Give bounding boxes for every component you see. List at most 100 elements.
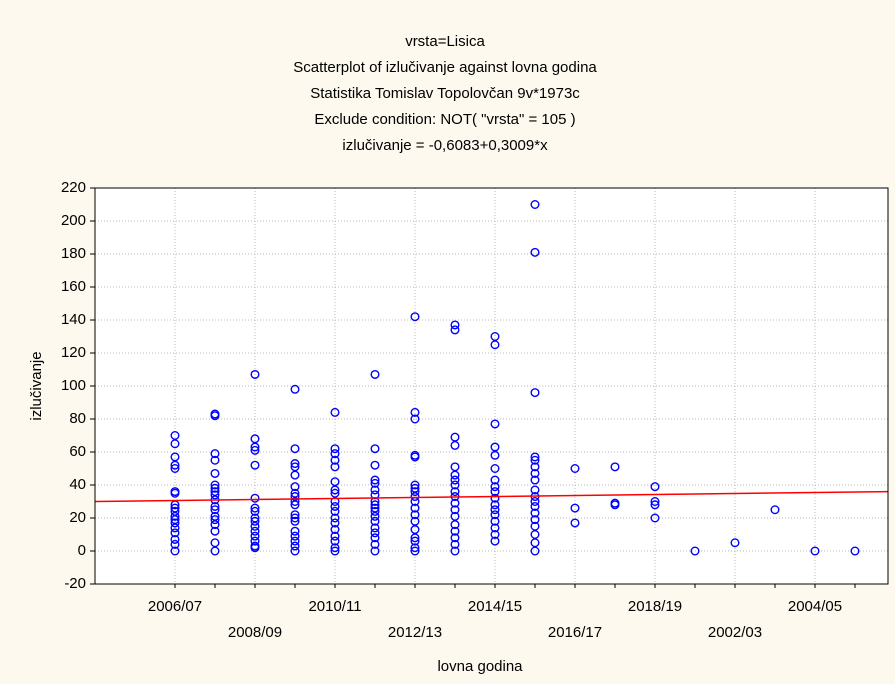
y-tick-label: 200: [61, 212, 86, 229]
point: [210, 520, 220, 530]
point: [370, 546, 380, 556]
point: [650, 497, 660, 507]
point: [330, 536, 340, 546]
point: [170, 464, 180, 474]
x-tick-label: 2010/11: [308, 598, 361, 615]
point: [450, 520, 460, 530]
point: [490, 530, 500, 540]
point: [250, 516, 260, 526]
point: [410, 480, 420, 490]
point: [170, 539, 180, 549]
y-tick-label: 60: [69, 443, 86, 460]
point: [450, 440, 460, 450]
point: [250, 526, 260, 536]
point: [530, 497, 540, 507]
point: [610, 500, 620, 510]
point: [330, 546, 340, 556]
point: [370, 516, 380, 526]
chart-title: Exclude condition: NOT( "vrsta" = 105 ): [314, 111, 575, 128]
point: [210, 526, 220, 536]
point: [450, 533, 460, 543]
point: [370, 369, 380, 379]
point: [330, 506, 340, 516]
point: [490, 510, 500, 520]
point: [170, 518, 180, 528]
point: [370, 500, 380, 510]
point: [250, 493, 260, 503]
point: [490, 493, 500, 503]
y-tick-label: 40: [69, 476, 86, 493]
point: [530, 247, 540, 257]
point: [450, 475, 460, 485]
point: [290, 384, 300, 394]
point: [650, 500, 660, 510]
point: [410, 533, 420, 543]
point: [290, 536, 300, 546]
chart-title: vrsta=Lisica: [405, 33, 485, 50]
point: [330, 501, 340, 511]
point: [210, 505, 220, 515]
point: [450, 526, 460, 536]
y-tick-label: 20: [69, 509, 86, 526]
point: [210, 468, 220, 478]
point: [530, 455, 540, 465]
point: [530, 199, 540, 209]
point: [290, 541, 300, 551]
point: [450, 505, 460, 515]
point: [450, 320, 460, 330]
point: [330, 543, 340, 553]
x-tick-label: 2004/05: [788, 598, 842, 615]
point: [490, 340, 500, 350]
point: [370, 539, 380, 549]
point: [290, 546, 300, 556]
point: [370, 444, 380, 454]
x-tick-label: 2018/19: [628, 598, 682, 615]
point: [290, 510, 300, 520]
point: [490, 419, 500, 429]
point: [370, 506, 380, 516]
point: [250, 442, 260, 452]
point: [210, 480, 220, 490]
point: [490, 523, 500, 533]
point: [530, 475, 540, 485]
point: [210, 449, 220, 459]
point: [170, 460, 180, 470]
point: [530, 468, 540, 478]
point: [290, 444, 300, 454]
point: [530, 452, 540, 462]
x-tick-label: 2006/07: [148, 598, 202, 615]
trend-line: [94, 490, 889, 503]
point: [490, 475, 500, 485]
point: [330, 525, 340, 535]
y-tick-label: -20: [64, 575, 86, 592]
point: [330, 485, 340, 495]
point: [490, 487, 500, 497]
point: [410, 414, 420, 424]
point: [170, 534, 180, 544]
point: [250, 521, 260, 531]
x-tick-label: 2012/13: [388, 624, 442, 641]
point: [290, 482, 300, 492]
point: [250, 506, 260, 516]
point: [330, 449, 340, 459]
point: [250, 369, 260, 379]
x-tick-label: 2002/03: [708, 624, 762, 641]
point: [450, 498, 460, 508]
point: [850, 546, 860, 556]
point: [810, 546, 820, 556]
point: [330, 455, 340, 465]
point: [250, 536, 260, 546]
chart-title: izlučivanje = -0,6083+0,3009*x: [342, 137, 548, 154]
y-tick-label: 80: [69, 410, 86, 427]
point: [170, 528, 180, 538]
point: [370, 528, 380, 538]
point: [570, 503, 580, 513]
point: [570, 464, 580, 474]
point: [490, 464, 500, 474]
point: [530, 546, 540, 556]
point: [330, 513, 340, 523]
point: [290, 516, 300, 526]
point: [290, 500, 300, 510]
point: [290, 513, 300, 523]
y-tick-label: 0: [78, 542, 86, 559]
